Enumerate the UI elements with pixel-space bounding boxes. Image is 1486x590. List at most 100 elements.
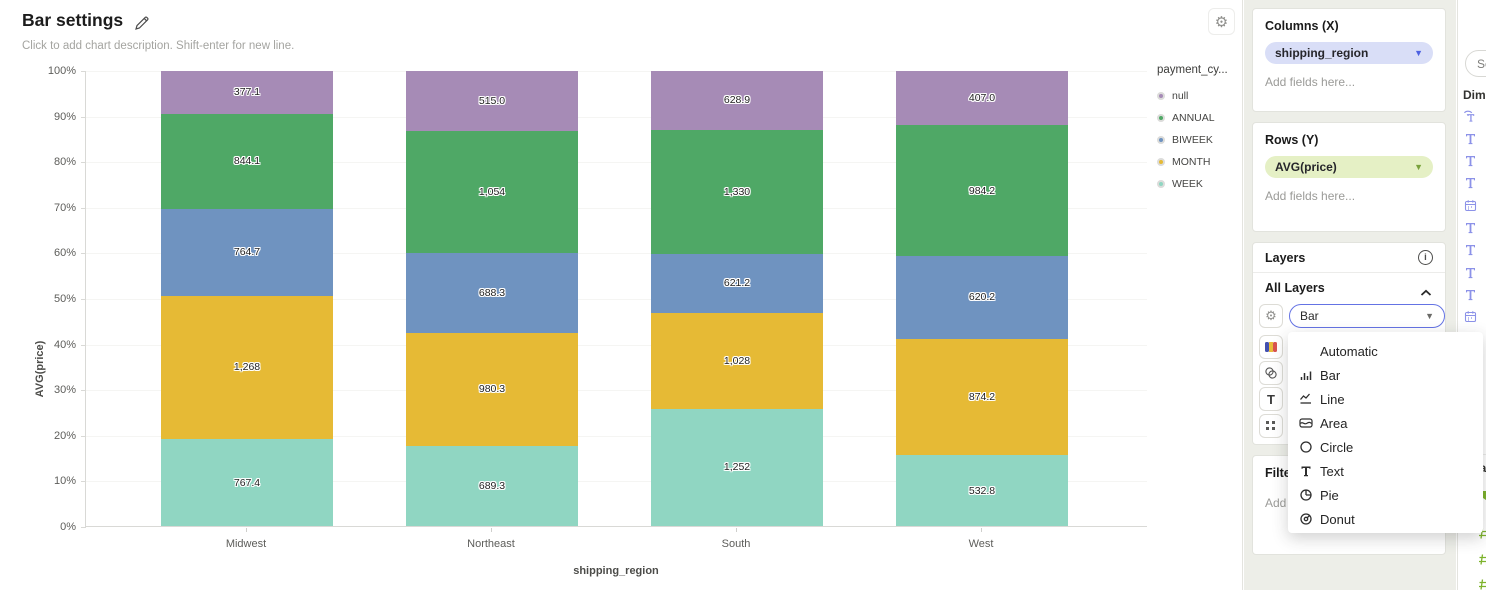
y-tick-label: 70% xyxy=(53,201,76,214)
dimension-field-row[interactable] xyxy=(1463,221,1477,235)
menu-item-label: Area xyxy=(1320,415,1348,431)
gridline xyxy=(86,435,1147,437)
bar-segment-ANNUAL[interactable]: 844.1 xyxy=(161,113,333,210)
calendar-icon xyxy=(1463,310,1477,324)
rows-card-title: Rows (Y) xyxy=(1265,133,1319,147)
menu-item-line[interactable]: Line xyxy=(1288,387,1483,411)
caret-down-icon: ▼ xyxy=(1414,161,1423,172)
bar-value-label: 874.2 xyxy=(968,390,996,403)
y-tick-label: 10% xyxy=(53,475,76,488)
number-icon xyxy=(1477,526,1486,540)
menu-item-bar[interactable]: Bar xyxy=(1288,363,1483,387)
bar-segment-MONTH[interactable]: 874.2 xyxy=(896,338,1068,456)
legend: payment_cy... null ANNUAL BIWEEK MONTH WEEK xyxy=(1157,64,1241,195)
legend-title: payment_cy... xyxy=(1157,64,1228,76)
fields-search-input[interactable] xyxy=(1465,50,1486,77)
bar-value-label: 1,330 xyxy=(723,186,751,199)
bar-segment-ANNUAL[interactable]: 1,330 xyxy=(651,129,823,255)
chart-description-placeholder[interactable]: Click to add chart description. Shift-en… xyxy=(22,40,295,52)
bar-segment-null[interactable]: 377.1 xyxy=(161,71,333,114)
menu-item-automatic[interactable]: Automatic xyxy=(1288,339,1483,363)
dimension-field-row[interactable] xyxy=(1463,176,1477,190)
dimension-field-row[interactable] xyxy=(1463,287,1477,301)
dimension-field-row[interactable] xyxy=(1463,131,1477,145)
legend-swatch-icon xyxy=(1157,180,1165,188)
bar-segment-WEEK[interactable]: 689.3 xyxy=(406,446,578,526)
legend-item-MONTH[interactable]: MONTH xyxy=(1157,151,1241,173)
bar-segment-ANNUAL[interactable]: 1,054 xyxy=(406,130,578,253)
bar-segment-MONTH[interactable]: 1,268 xyxy=(161,295,333,440)
bar-segment-MONTH[interactable]: 1,028 xyxy=(651,312,823,409)
menu-item-area[interactable]: Area xyxy=(1288,411,1483,435)
columns-add-fields-placeholder[interactable]: Add fields here... xyxy=(1265,75,1356,89)
measure-field-row[interactable] xyxy=(1477,552,1486,566)
legend-item-label: ANNUAL xyxy=(1172,112,1215,124)
bar-segment-WEEK[interactable]: 1,252 xyxy=(651,408,823,526)
dimensions-section-label: Dimensions xyxy=(1463,88,1486,102)
columns-card: Columns (X) shipping_region ▼ Add fields… xyxy=(1252,8,1446,112)
chart-settings-gear-icon[interactable]: ⚙ xyxy=(1208,8,1235,35)
dimension-field-row[interactable] xyxy=(1463,243,1477,257)
legend-item-ANNUAL[interactable]: ANNUAL xyxy=(1157,107,1241,129)
measure-field-row[interactable] xyxy=(1477,577,1486,590)
bar-segment-null[interactable]: 628.9 xyxy=(651,71,823,130)
menu-item-text[interactable]: Text xyxy=(1288,459,1483,483)
text-label-icon[interactable]: T xyxy=(1259,387,1283,411)
dimension-field-row[interactable] xyxy=(1463,109,1477,123)
menu-item-pie[interactable]: Pie xyxy=(1288,483,1483,507)
dimension-field-row[interactable] xyxy=(1463,154,1477,168)
bar-segment-null[interactable]: 515.0 xyxy=(406,71,578,131)
info-icon[interactable]: i xyxy=(1418,250,1433,265)
dimension-field-row[interactable] xyxy=(1463,265,1477,279)
edit-title-pencil-icon[interactable] xyxy=(134,15,150,31)
bar-segment-WEEK[interactable]: 532.8 xyxy=(896,455,1068,526)
bar-value-label: 620.2 xyxy=(968,291,996,304)
menu-item-label: Bar xyxy=(1320,367,1341,383)
bar-segment-null[interactable]: 407.0 xyxy=(896,71,1068,126)
chevron-up-icon[interactable] xyxy=(1420,284,1432,302)
bar-value-label: 407.0 xyxy=(968,92,996,105)
size-squares-icon[interactable] xyxy=(1259,414,1283,438)
text-icon xyxy=(1463,265,1477,279)
bar-chart-icon xyxy=(1297,368,1315,382)
bar-segment-WEEK[interactable]: 767.4 xyxy=(161,439,333,526)
bar-value-label: 980.3 xyxy=(478,383,506,396)
measure-field-row[interactable] xyxy=(1477,526,1486,540)
rows-field-pill[interactable]: AVG(price) ▼ xyxy=(1265,156,1433,178)
legend-item-WEEK[interactable]: WEEK xyxy=(1157,173,1241,195)
donut-chart-icon xyxy=(1297,512,1315,526)
color-palette-icon[interactable] xyxy=(1259,335,1283,359)
text-icon xyxy=(1463,131,1477,145)
bar-segment-BIWEEK[interactable]: 621.2 xyxy=(651,254,823,313)
pie-chart-icon xyxy=(1297,488,1315,502)
dimension-field-row[interactable] xyxy=(1463,310,1477,324)
caret-down-icon: ▼ xyxy=(1414,47,1423,58)
text-icon xyxy=(1463,154,1477,168)
layer-type-select[interactable]: Bar ▼ xyxy=(1289,304,1445,328)
dimension-field-row[interactable] xyxy=(1463,198,1477,212)
legend-item-BIWEEK[interactable]: BIWEEK xyxy=(1157,129,1241,151)
bar-segment-BIWEEK[interactable]: 764.7 xyxy=(161,209,333,296)
columns-card-title: Columns (X) xyxy=(1265,19,1339,33)
menu-item-label: Automatic xyxy=(1320,343,1378,359)
bar-segment-ANNUAL[interactable]: 984.2 xyxy=(896,125,1068,257)
bar-segment-BIWEEK[interactable]: 620.2 xyxy=(896,256,1068,339)
opacity-circles-icon[interactable] xyxy=(1259,361,1283,385)
bar-segment-BIWEEK[interactable]: 688.3 xyxy=(406,252,578,333)
rows-card: Rows (Y) AVG(price) ▼ Add fields here... xyxy=(1252,122,1446,232)
menu-item-circle[interactable]: Circle xyxy=(1288,435,1483,459)
all-layers-label: All Layers xyxy=(1265,281,1325,295)
layer-type-dropdown-menu: Automatic Bar Line Area Circle Text Pie Donut xyxy=(1288,332,1483,533)
layer-settings-gear-icon[interactable]: ⚙ xyxy=(1259,304,1283,328)
legend-item-label: null xyxy=(1172,90,1189,102)
rows-add-fields-placeholder[interactable]: Add fields here... xyxy=(1265,189,1356,203)
bar-segment-MONTH[interactable]: 980.3 xyxy=(406,332,578,447)
legend-item-null[interactable]: null xyxy=(1157,85,1241,107)
x-category-label: Northeast xyxy=(467,538,515,550)
columns-field-pill-label: shipping_region xyxy=(1275,46,1369,60)
bar-value-label: 532.8 xyxy=(968,484,996,497)
columns-field-pill[interactable]: shipping_region ▼ xyxy=(1265,42,1433,64)
menu-item-donut[interactable]: Donut xyxy=(1288,507,1483,531)
bar-value-label: 844.1 xyxy=(233,155,261,168)
